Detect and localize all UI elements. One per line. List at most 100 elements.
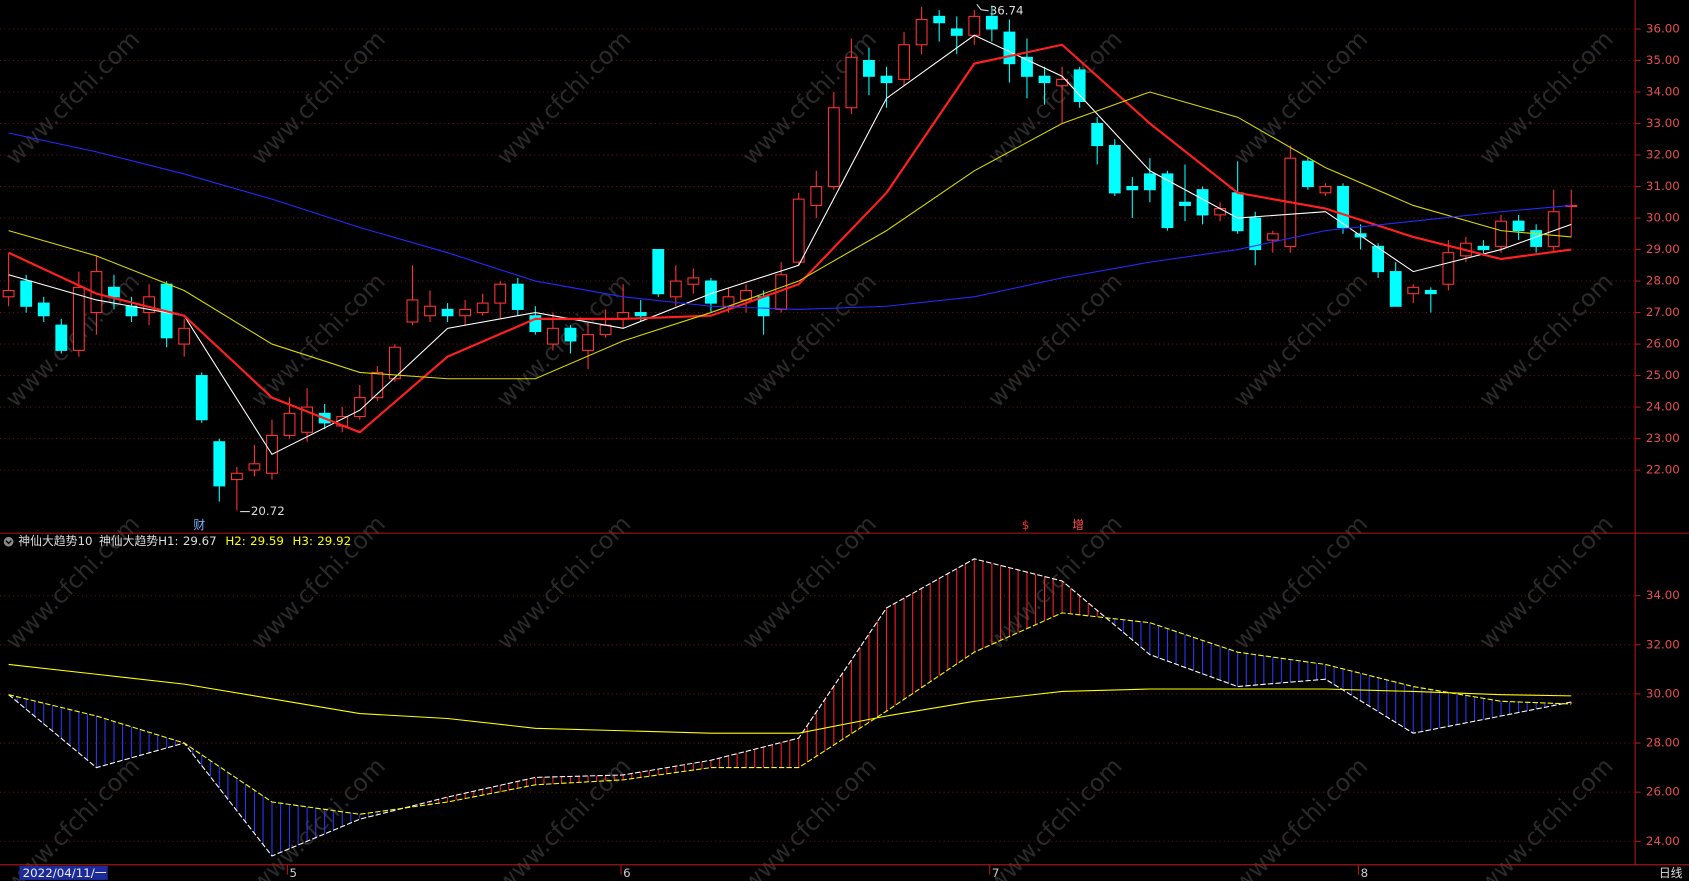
candle-body	[792, 198, 805, 263]
candle-body	[950, 28, 963, 36]
indicator-icon[interactable]	[3, 536, 14, 547]
candle-body	[1038, 75, 1051, 84]
moving-average	[8, 34, 1572, 456]
candle-body	[968, 15, 981, 36]
candle-body	[283, 412, 296, 436]
legend-value: 29.67	[183, 534, 217, 548]
candle-body	[863, 59, 875, 77]
candle-body	[1073, 69, 1086, 102]
candle-body	[582, 334, 594, 351]
y-tick-label: 36.00	[1646, 21, 1680, 35]
candle-body	[1442, 252, 1455, 285]
y-tick-label: 34.00	[1646, 85, 1680, 99]
moving-average	[8, 91, 1572, 380]
candle-body	[546, 327, 559, 345]
candle-body	[985, 15, 998, 30]
y-tick-label: 35.00	[1646, 53, 1680, 67]
period-label[interactable]: 日线	[1659, 866, 1683, 880]
candle-body	[371, 371, 384, 399]
candle-body	[652, 249, 665, 295]
candle-body	[511, 283, 524, 310]
candle-body	[1214, 208, 1227, 216]
candle-body	[1143, 173, 1156, 191]
candle-body	[1249, 217, 1262, 251]
moving-average	[8, 43, 1572, 434]
legend-name: 神仙大趋势H1:	[99, 534, 179, 548]
signal-marker: 财	[193, 518, 205, 532]
candle-body	[230, 472, 243, 481]
legend-value: 29.59	[250, 534, 284, 548]
candle-body	[125, 305, 138, 317]
candle-body	[564, 327, 577, 342]
candle-body	[301, 406, 314, 433]
candle-body	[1337, 185, 1349, 229]
indicator-line	[8, 612, 1572, 815]
y-tick-label: 26.00	[1646, 785, 1680, 799]
high-arrow	[976, 3, 989, 12]
x-tick-label: 5	[290, 866, 298, 880]
candle-body	[55, 324, 68, 351]
candle-body	[810, 185, 823, 206]
candle-body	[1319, 185, 1332, 194]
x-tick-label: 6	[623, 866, 631, 880]
y-tick-label: 24.00	[1646, 400, 1680, 414]
candle-body	[1266, 233, 1279, 241]
indicator-line	[8, 558, 1572, 857]
candle-body	[669, 280, 682, 298]
legend-name: H3:	[293, 534, 313, 548]
candle-body	[1021, 56, 1033, 77]
candle-body	[195, 375, 208, 421]
y-tick-label: 25.00	[1646, 368, 1680, 382]
candle-body	[108, 286, 120, 298]
candle-body	[529, 315, 542, 333]
candle-body	[1179, 201, 1191, 206]
moving-average	[8, 132, 1572, 310]
indicator-icon-arrow	[5, 540, 12, 545]
candle-body	[1389, 271, 1402, 307]
y-tick-label: 28.00	[1646, 736, 1680, 750]
candle-body	[476, 302, 489, 314]
candle-body	[1091, 122, 1104, 147]
low-label: 20.72	[251, 504, 285, 518]
candle-body	[599, 324, 612, 336]
y-tick-label: 34.00	[1646, 588, 1680, 602]
candle-body	[1161, 173, 1174, 229]
candle-body	[388, 346, 401, 380]
candle-body	[424, 305, 436, 317]
candle-body	[213, 441, 226, 487]
candle-body	[845, 56, 858, 109]
candle-body	[634, 312, 647, 317]
candle-body	[248, 463, 261, 471]
candle-body	[441, 308, 454, 317]
x-tick-label: 8	[1361, 866, 1369, 880]
signal-marker: $	[1022, 518, 1030, 532]
candle-body	[1196, 189, 1209, 216]
cursor-date: 2022/04/11/一	[23, 866, 107, 880]
legend-name: H2:	[225, 534, 245, 548]
candle-body	[1495, 220, 1507, 247]
candle-body	[1372, 245, 1385, 273]
legend-value: 29.92	[317, 534, 351, 548]
y-tick-label: 24.00	[1646, 834, 1680, 848]
candle-body	[827, 107, 840, 188]
candle-body	[178, 327, 191, 345]
candle-body	[1231, 192, 1244, 232]
candle-body	[1108, 145, 1121, 194]
candle-body	[880, 75, 893, 84]
candle-body	[72, 286, 85, 351]
y-tick-label: 28.00	[1646, 274, 1680, 288]
cursor-date-box	[19, 865, 108, 880]
candle-body	[1512, 220, 1525, 232]
candle-body	[687, 277, 700, 285]
candle-body	[37, 302, 50, 317]
y-tick-label: 33.00	[1646, 116, 1680, 130]
y-tick-label: 29.00	[1646, 242, 1680, 256]
candle-body	[459, 308, 472, 317]
y-tick-label: 32.00	[1646, 148, 1680, 162]
candle-body	[1407, 286, 1420, 295]
candle-body	[1424, 289, 1437, 295]
y-tick-label: 26.00	[1646, 337, 1680, 351]
candle-body	[353, 397, 366, 418]
